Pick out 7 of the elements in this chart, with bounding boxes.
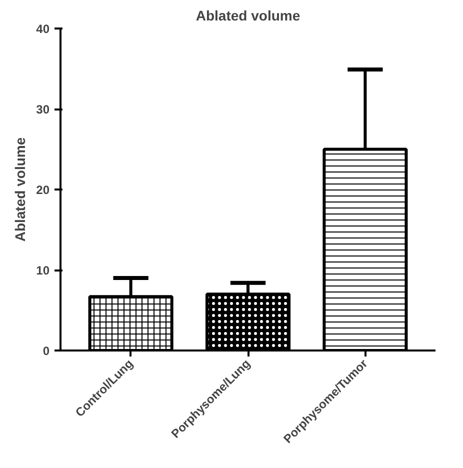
y-tick-label: 40	[36, 22, 50, 36]
y-tick-label: 0	[42, 344, 50, 358]
chart-title: Ablated volume	[196, 8, 300, 24]
y-axis-title: Ablated volume	[12, 137, 28, 242]
y-tick-label: 10	[36, 264, 50, 278]
y-tick-label: 30	[36, 102, 50, 116]
y-tick-label: 20	[36, 183, 50, 197]
